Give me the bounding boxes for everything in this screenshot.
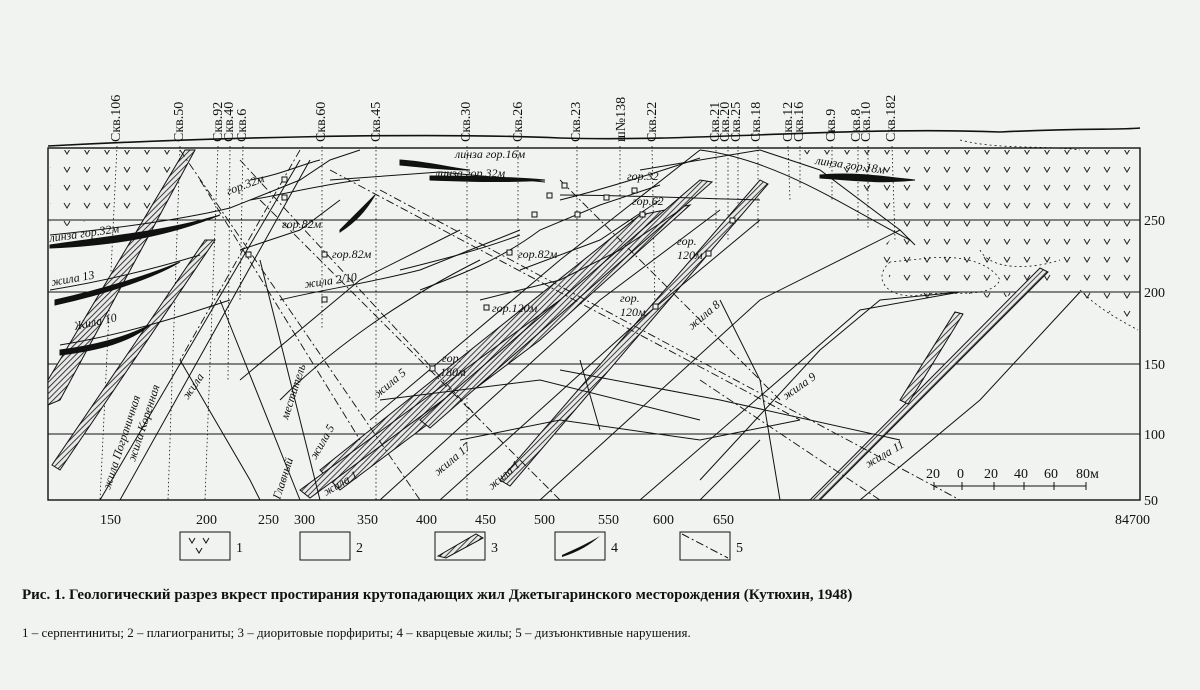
x-tick-label: 550 [598, 513, 619, 528]
legend-num-5: 5 [736, 541, 743, 556]
lens-16-label: линза гор.16м [454, 147, 526, 161]
x-tick-label: 350 [357, 513, 378, 528]
hor-32b-label: гор.32 [627, 169, 659, 183]
depth-tick-label: 100 [1144, 428, 1165, 443]
well-label: Скв.40 [222, 102, 237, 142]
scale-label: 60 [1044, 467, 1058, 482]
hor-82c-label: гор.82м [518, 247, 558, 261]
sample-points [245, 176, 736, 372]
vein-8-label: жила 8 [685, 297, 723, 332]
scale-label: 20 [984, 467, 998, 482]
well-label: Скв.26 [511, 102, 526, 142]
hor-120a-label: гор.120м [492, 301, 538, 315]
well-label: Скв.8 [849, 109, 864, 142]
hor-120b-label: гор. [620, 291, 640, 305]
x-tick-label: 500 [534, 513, 555, 528]
legend-num-1: 1 [236, 541, 243, 556]
depth-tick-label: 250 [1144, 214, 1165, 229]
scale-label: 20 [926, 467, 940, 482]
well-label: Скв.20 [718, 102, 733, 142]
x-tick-label: 400 [416, 513, 437, 528]
well-label: Скв.23 [569, 102, 584, 142]
figure-caption: Рис. 1. Геологический разрез вкрест прос… [22, 587, 853, 603]
vein-210-label: жила 2/10 [303, 270, 357, 291]
depth-tick-label: 50 [1144, 494, 1158, 509]
legend-box-1 [179, 531, 231, 561]
vein-mest-label: меститель [277, 362, 308, 422]
depth-tick-label: 150 [1144, 358, 1165, 373]
legend-description: 1 – серпентиниты; 2 – плагиограниты; 3 –… [22, 625, 691, 640]
vein-gl-label: жила [179, 370, 207, 401]
hor-120c-label: гор. [677, 234, 697, 248]
well-label: Скв.60 [314, 102, 329, 142]
depth-tick-label: 200 [1144, 286, 1165, 301]
vein-5a-label: жила 5 [371, 365, 409, 400]
well-label: Скв.10 [859, 102, 874, 142]
well-label: Скв.12 [781, 102, 796, 142]
section-frame [47, 147, 1141, 501]
depth-axis: 250 200 150 100 50 [1144, 214, 1165, 509]
hor-32a-label: гор.32м [224, 171, 266, 198]
well-label: Скв.18 [749, 102, 764, 142]
well-label: Скв.21 [708, 102, 723, 142]
lens-32-top-label: линза гор.32м [434, 166, 506, 180]
x-tick-label: 450 [475, 513, 496, 528]
legend-num-3: 3 [491, 541, 498, 556]
diorite-dikes [47, 149, 1049, 501]
well-lines [99, 145, 896, 501]
x-tick-label: 300 [294, 513, 315, 528]
x-tick-label: 600 [653, 513, 674, 528]
well-label: Скв.106 [109, 95, 124, 142]
legend-num-2: 2 [356, 541, 363, 556]
hor-180-label: гор. [442, 351, 462, 365]
surface-line [47, 127, 1141, 147]
x-tick-label: 150 [100, 513, 121, 528]
hor-82a-label: гор.82м [282, 217, 322, 231]
vein-r5-label: жила 5 [306, 422, 337, 462]
hor-120b2-label: 120м [620, 305, 646, 319]
well-label: Скв.92 [211, 102, 226, 142]
quartz-veins [49, 159, 916, 356]
legend-num-4: 4 [611, 541, 618, 556]
hor-82b-label: гор.82м [332, 247, 372, 261]
well-label: Скв.16 [792, 102, 807, 142]
legend-box-2 [299, 531, 351, 561]
well-label: Скв.50 [172, 102, 187, 142]
scale-label: 40 [1014, 467, 1028, 482]
legend: 1 2 3 4 5 [179, 531, 743, 561]
serpentinite-left [50, 150, 190, 230]
well-label: ш№138 [614, 97, 629, 142]
x-tick-label: 84700 [1115, 513, 1150, 528]
legend-box-5 [679, 531, 731, 561]
vein-17-label: жила 17 [431, 439, 474, 478]
x-tick-label: 200 [196, 513, 217, 528]
serpentinite-right [800, 150, 1138, 330]
well-label: Скв.182 [884, 95, 899, 142]
well-label: Скв.45 [369, 102, 384, 142]
faults [179, 149, 961, 501]
well-label: Скв.25 [729, 102, 744, 142]
well-label: Скв.6 [235, 109, 250, 142]
hor-180b-label: 180м [440, 365, 466, 379]
scale-bar: 20 0 20 40 60 80м [926, 467, 1099, 490]
scale-label: 0 [957, 467, 964, 482]
well-label: Скв.30 [459, 102, 474, 142]
hor-120c2-label: 120м [677, 248, 703, 262]
well-label: Скв.22 [645, 102, 660, 142]
hor-62-label: гор.62 [632, 194, 664, 208]
x-axis: 150 200 250 300 350 400 450 500 550 600 650 84700 [100, 513, 1150, 528]
scale-label: 80м [1076, 467, 1099, 482]
x-tick-label: 250 [258, 513, 279, 528]
well-label: Скв.9 [824, 109, 839, 142]
x-tick-label: 650 [713, 513, 734, 528]
